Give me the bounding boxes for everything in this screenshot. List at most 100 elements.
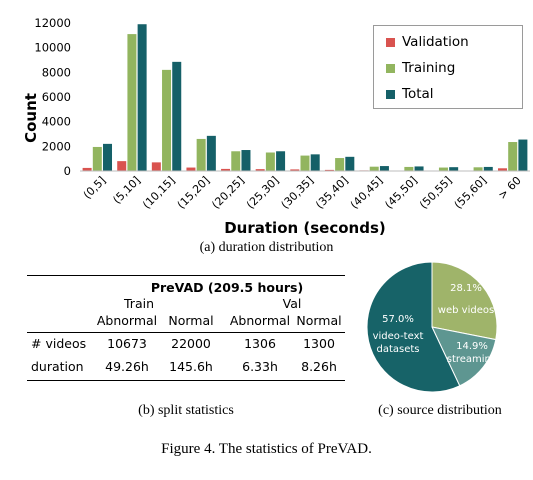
table-cell: 145.6h bbox=[169, 359, 213, 374]
legend-item-training: Training bbox=[386, 58, 455, 78]
bar-total bbox=[241, 150, 251, 171]
pie-slice bbox=[431, 326, 497, 387]
bar-training bbox=[508, 142, 518, 171]
bar-training bbox=[231, 151, 241, 171]
bar-total bbox=[103, 143, 113, 171]
legend-swatch-training bbox=[386, 63, 395, 73]
pie-slice bbox=[431, 261, 498, 341]
group-header-train: Train bbox=[124, 296, 154, 311]
y-axis: 0 2000 4000 6000 8000 10000 12000 bbox=[34, 16, 71, 178]
bar-validation bbox=[255, 169, 265, 171]
table-cell: 1306 bbox=[244, 336, 276, 351]
bar-validation bbox=[497, 168, 507, 171]
source-pie-chart: 28.1% web videos 14.9% streaming 57.0% bbox=[366, 261, 498, 393]
bars bbox=[82, 24, 528, 172]
table-cell: 22000 bbox=[171, 336, 211, 351]
y-tick-label: 10000 bbox=[34, 41, 71, 55]
legend-label-total: Total bbox=[402, 86, 434, 102]
y-tick-label: 2000 bbox=[42, 139, 71, 153]
bar-training bbox=[404, 166, 414, 171]
bar-total bbox=[276, 151, 286, 171]
row-label-videos: # videos bbox=[31, 336, 87, 351]
legend-item-total: Total bbox=[386, 84, 434, 104]
x-tick-label: (50,55] bbox=[417, 174, 455, 212]
bar-total bbox=[518, 139, 528, 171]
legend-item-validation: Validation bbox=[386, 32, 469, 52]
bar-training bbox=[300, 155, 310, 171]
table-title: PreVAD (209.5 hours) bbox=[150, 280, 304, 295]
legend-swatch-validation bbox=[386, 37, 395, 47]
col-header-val-normal: Normal bbox=[296, 313, 342, 328]
bar-training bbox=[369, 166, 379, 171]
x-tick-label: (10,15] bbox=[140, 174, 178, 212]
x-tick-label: (35,40] bbox=[313, 174, 351, 212]
bar-total bbox=[414, 166, 424, 171]
caption-a: (a) duration distribution bbox=[199, 240, 334, 255]
y-tick-label: 8000 bbox=[42, 65, 71, 79]
pie-slices bbox=[366, 261, 498, 393]
bar-training bbox=[92, 146, 102, 171]
bar-total bbox=[137, 24, 147, 172]
bar-validation bbox=[82, 167, 92, 171]
figure-caption: Figure 4. The statistics of PreVAD. bbox=[161, 441, 372, 457]
bar-validation bbox=[151, 162, 161, 171]
y-tick-label: 0 bbox=[64, 164, 71, 178]
legend-swatch-total bbox=[386, 89, 395, 99]
bar-total bbox=[206, 135, 216, 171]
bar-total bbox=[449, 167, 459, 171]
bar-total bbox=[379, 166, 389, 171]
pie-label-streaming-pct: 14.9% bbox=[456, 341, 488, 352]
col-header-train-abnormal: Abnormal bbox=[96, 313, 158, 328]
legend-label-validation: Validation bbox=[402, 34, 469, 50]
x-tick-label: (5,10] bbox=[110, 174, 143, 207]
table-mid-rule bbox=[27, 332, 345, 333]
col-header-train-normal: Normal bbox=[168, 313, 214, 328]
legend-label-training: Training bbox=[402, 60, 456, 76]
pie-label-dataset-name-line2: datasets bbox=[376, 344, 419, 355]
chart-legend: Validation Training Total bbox=[373, 25, 523, 109]
table-top-rule bbox=[27, 275, 345, 276]
bar-training bbox=[162, 69, 172, 171]
x-tick-label: (30,35] bbox=[279, 174, 317, 212]
bar-total bbox=[172, 61, 182, 171]
table-cell: 6.33h bbox=[242, 359, 278, 374]
x-axis-title: Duration (seconds) bbox=[224, 219, 386, 237]
bar-validation bbox=[186, 167, 196, 171]
y-tick-label: 12000 bbox=[34, 16, 71, 30]
col-header-val-abnormal: Abnormal bbox=[229, 313, 291, 328]
y-tick-label: 4000 bbox=[42, 115, 71, 129]
x-tick-label: (45,50] bbox=[382, 174, 420, 212]
x-tick-label: (55,60] bbox=[452, 174, 490, 212]
x-tick-label: (20,25] bbox=[209, 174, 247, 212]
bar-training bbox=[196, 138, 206, 171]
table-cell: 49.26h bbox=[105, 359, 149, 374]
bar-training bbox=[473, 167, 483, 171]
bar-total bbox=[345, 156, 355, 171]
y-tick-label: 6000 bbox=[42, 90, 71, 104]
pie-label-dataset-name-line1: video-text bbox=[373, 331, 424, 342]
pie-label-dataset-pct: 57.0% bbox=[382, 314, 414, 325]
pie-label-streaming-name: streaming bbox=[447, 354, 498, 365]
bar-validation bbox=[290, 169, 300, 171]
pie-label-web-pct: 28.1% bbox=[450, 283, 482, 294]
x-tick-label: > 60 bbox=[496, 174, 524, 202]
caption-c: (c) source distribution bbox=[378, 403, 502, 418]
bar-training bbox=[265, 152, 275, 171]
group-header-val: Val bbox=[282, 296, 302, 311]
table-cell: 1300 bbox=[303, 336, 335, 351]
bar-validation bbox=[221, 168, 231, 171]
table-bottom-rule bbox=[27, 380, 345, 381]
pie-label-web-name: web videos bbox=[438, 305, 494, 316]
bar-training bbox=[438, 167, 448, 171]
x-tick-label: (0,5] bbox=[81, 174, 109, 202]
x-tick-label: (25,30] bbox=[244, 174, 282, 212]
bar-training bbox=[335, 158, 345, 171]
bar-total bbox=[483, 166, 493, 171]
x-axis-tick-labels: (0,5] (5,10](10,15](15,20](20,25](25,30](… bbox=[81, 174, 524, 212]
x-tick-label: (15,20] bbox=[175, 174, 213, 212]
y-axis-title: Count bbox=[22, 93, 40, 143]
bar-training bbox=[127, 34, 137, 171]
bar-total bbox=[310, 154, 320, 171]
bar-validation bbox=[324, 169, 334, 171]
